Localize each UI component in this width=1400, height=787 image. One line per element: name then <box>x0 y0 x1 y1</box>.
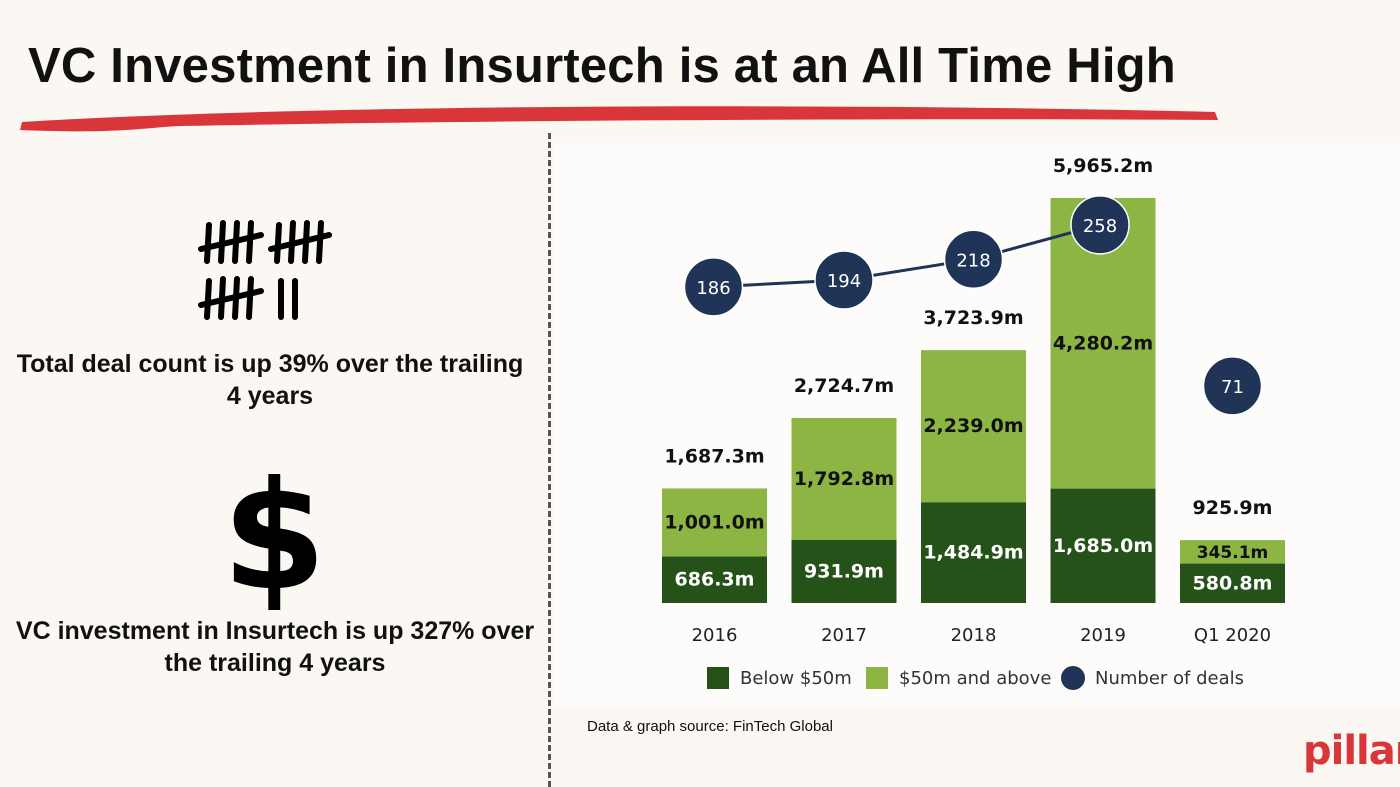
deals-label: 258 <box>1083 216 1117 237</box>
deals-label: 218 <box>956 250 990 271</box>
tally-marks-icon <box>198 220 332 320</box>
bar-data-label: 2,239.0m <box>923 415 1023 437</box>
deals-point <box>683 257 744 317</box>
legend-swatch <box>1061 666 1085 690</box>
source-note: Data & graph source: FinTech Global <box>587 718 833 735</box>
bar-data-label: 345.1m <box>1197 543 1269 563</box>
slide-title: VC Investment in Insurtech is at an All … <box>28 39 1176 93</box>
bar-segment <box>1050 488 1156 603</box>
red-brush-underline <box>20 106 1218 132</box>
bar-segment <box>921 502 1026 603</box>
bar-segment <box>921 350 1026 503</box>
bar-data-label: 1,001.0m <box>664 511 764 533</box>
pillar-logo: pillar <box>1303 728 1400 774</box>
legend-label: Number of deals <box>1095 668 1244 689</box>
bar-segment <box>662 488 767 557</box>
bar-data-label: 4,280.2m <box>1053 332 1153 354</box>
bar-data-label: 580.8m <box>1193 572 1273 594</box>
deals-line <box>713 223 1101 289</box>
legend-label: $50m and above <box>899 668 1051 689</box>
bar-segment <box>1180 540 1285 564</box>
bar-total-label: 3,723.9m <box>923 307 1023 329</box>
investment-stat: VC investment in Insurtech is up 327% ov… <box>15 617 535 677</box>
x-tick-label: Q1 2020 <box>1194 625 1271 646</box>
bar-total-label: 5,965.2m <box>1053 155 1153 177</box>
dollar-sign-icon: $ <box>222 450 327 624</box>
x-tick-label: 2016 <box>692 625 738 646</box>
deal-count-stat: Total deal count is up 39% over the trai… <box>16 350 524 410</box>
x-tick-label: 2018 <box>951 625 997 646</box>
deals-point <box>814 250 874 310</box>
deals-point <box>943 229 1004 290</box>
legend-label: Below $50m <box>740 668 852 689</box>
deals-label: 186 <box>696 278 730 299</box>
bar-data-label: 1,484.9m <box>923 542 1023 564</box>
bar-data-label: 931.9m <box>804 560 884 582</box>
bar-total-label: 2,724.7m <box>794 375 894 397</box>
dashed-divider <box>548 133 551 787</box>
deals-point <box>1070 195 1130 255</box>
legend-swatch <box>707 667 729 689</box>
deals-point <box>1202 356 1263 416</box>
x-tick-label: 2017 <box>821 625 867 646</box>
bar-segment <box>1180 563 1285 603</box>
deals-label: 71 <box>1221 377 1244 398</box>
bar-segment <box>791 539 897 603</box>
bar-data-label: 686.3m <box>675 569 755 591</box>
bar-data-label: 1,792.8m <box>794 468 894 490</box>
legend-swatch <box>866 667 888 689</box>
bar-total-label: 1,687.3m <box>664 445 764 467</box>
bar-segment <box>662 556 767 603</box>
deals-label: 194 <box>827 271 861 292</box>
bar-segment <box>791 417 897 540</box>
bar-data-label: 1,685.0m <box>1053 535 1153 557</box>
x-tick-label: 2019 <box>1080 625 1126 646</box>
bar-total-label: 925.9m <box>1193 497 1273 519</box>
